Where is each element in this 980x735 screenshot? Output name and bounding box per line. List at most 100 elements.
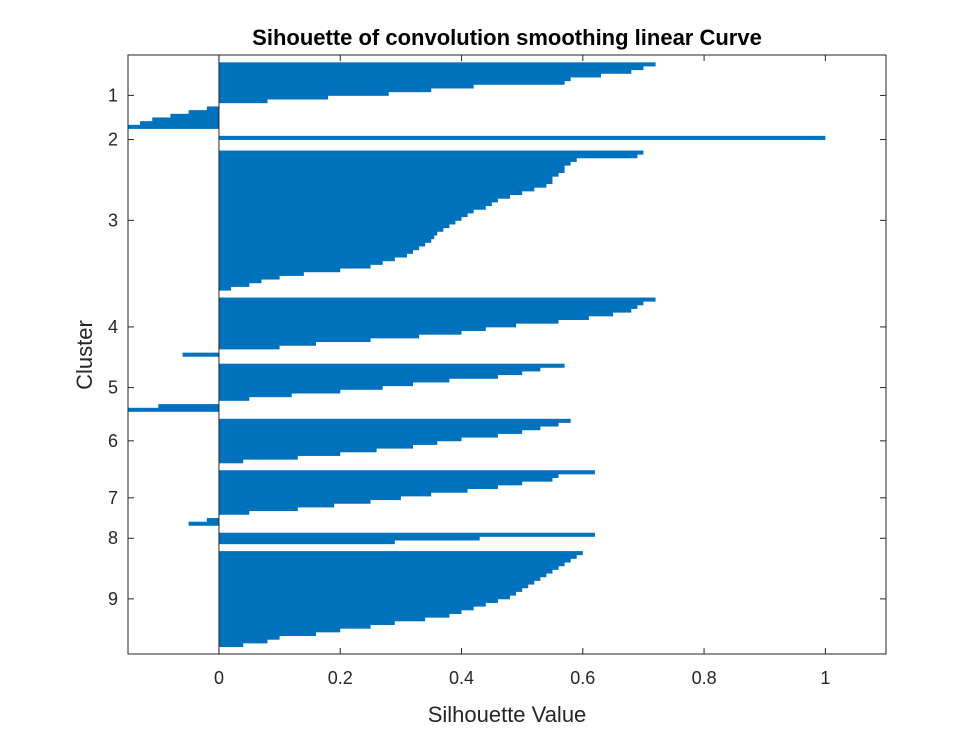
- silhouette-bar-c1-4: [218, 73, 601, 78]
- silhouette-bar-c7-7: [218, 492, 432, 497]
- y-axis: 1 2 3 4 5 6 7 8 9: [108, 85, 886, 609]
- silhouette-bar-c9-15: [218, 602, 486, 607]
- silhouette-bar-c3-11: [218, 187, 535, 192]
- silhouette-bar-c9-7: [218, 573, 547, 578]
- silhouette-bar-c4-10: [218, 330, 462, 335]
- silhouette-bar-c1-15: [170, 113, 219, 118]
- silhouette-bar-c3-25: [218, 238, 432, 243]
- silhouette-bar-c1-18: [128, 124, 219, 129]
- silhouette-bar-c5-5: [218, 378, 450, 383]
- silhouette-bar-c3-34: [218, 271, 304, 276]
- silhouette-bar-c9-25: [218, 639, 268, 644]
- silhouette-bar-c9-23: [218, 631, 316, 637]
- silhouette-bar-c2-1: [218, 135, 826, 140]
- silhouette-bar-c4-5: [218, 312, 614, 317]
- silhouette-bar-c7-2: [218, 473, 559, 478]
- silhouette-bar-c6-6: [218, 437, 462, 442]
- silhouette-bar-c3-4: [218, 161, 571, 166]
- silhouette-bar-c7-5: [218, 484, 498, 490]
- silhouette-bar-c4-13: [218, 341, 316, 346]
- silhouette-bar-c6-5: [218, 433, 498, 438]
- silhouette-bar-c5-10: [218, 396, 250, 401]
- silhouette-bar-c3-8: [218, 176, 553, 181]
- silhouette-bar-c6-9: [218, 448, 377, 453]
- silhouette-bar-c9-18: [218, 613, 450, 618]
- silhouette-bar-c1-9: [218, 91, 389, 96]
- silhouette-bar-c9-17: [218, 609, 462, 614]
- silhouette-bar-c3-16: [218, 205, 486, 210]
- silhouette-bar-c1-11: [218, 99, 268, 104]
- y-tick-label: 1: [108, 85, 118, 105]
- silhouette-bar-c9-9: [218, 580, 535, 585]
- silhouette-bar-c1-13: [206, 106, 219, 111]
- silhouette-bar-c6-11: [218, 455, 298, 460]
- plot-frame: [127, 54, 887, 655]
- silhouette-bar-c3-6: [218, 168, 565, 173]
- silhouette-bar-c9-2: [218, 554, 577, 559]
- silhouette-bar-c9-16: [218, 606, 474, 611]
- silhouette-bar-c5-12: [158, 404, 219, 409]
- silhouette-bar-c3-26: [218, 242, 426, 247]
- silhouette-bar-c9-20: [218, 620, 395, 625]
- silhouette-bar-c3-9: [218, 179, 553, 185]
- silhouette-bar-c3-7: [218, 172, 559, 177]
- silhouette-bar-c4-8: [218, 323, 517, 328]
- silhouette-bar-c1-5: [218, 77, 571, 82]
- silhouette-bar-c5-8: [218, 389, 341, 394]
- x-tick-label: 0.6: [570, 668, 595, 688]
- silhouette-bar-c7-4: [218, 481, 523, 486]
- chart-title: Sihouette of convolution smoothing linea…: [252, 25, 762, 50]
- silhouette-bar-c3-3: [218, 157, 577, 162]
- silhouette-bar-c3-32: [218, 264, 371, 269]
- silhouette-bar-c3-21: [218, 224, 450, 229]
- silhouette-bar-c5-7: [218, 385, 383, 390]
- silhouette-bar-c4-14: [218, 345, 280, 350]
- silhouette-bar-c3-30: [218, 257, 395, 262]
- silhouette-bar-c3-13: [218, 194, 511, 199]
- silhouette-bar-c4-6: [218, 315, 589, 320]
- silhouette-bar-c5-3: [218, 371, 523, 376]
- silhouette-bar-c7-14: [206, 518, 219, 523]
- silhouette-bar-c7-12: [218, 510, 250, 515]
- y-tick-label: 6: [108, 431, 118, 451]
- silhouette-bar-c3-22: [218, 227, 444, 232]
- y-axis-title: Cluster: [72, 320, 97, 390]
- x-tick-label: 0.4: [449, 668, 474, 688]
- silhouette-bar-c5-1: [218, 363, 565, 368]
- silhouette-bar-c1-16: [152, 117, 219, 122]
- silhouette-bar-c9-3: [218, 558, 571, 563]
- silhouette-bar-c3-2: [218, 154, 638, 159]
- silhouette-bar-c6-10: [218, 451, 341, 456]
- silhouette-bar-c1-14: [188, 110, 219, 115]
- silhouette-bar-c9-24: [218, 635, 280, 640]
- x-tick-label: 0.2: [328, 668, 353, 688]
- x-axis: 0 0.2 0.4 0.6 0.8 1: [214, 55, 830, 688]
- silhouette-bar-c3-31: [218, 260, 383, 265]
- silhouette-bar-c3-23: [218, 231, 438, 236]
- silhouette-bar-c3-12: [218, 190, 523, 196]
- silhouette-bar-c9-6: [218, 569, 553, 574]
- x-tick-label: 0.8: [692, 668, 717, 688]
- silhouette-bar-c4-1: [218, 297, 656, 302]
- silhouette-bar-c3-18: [218, 213, 468, 218]
- silhouette-bar-c1-3: [218, 69, 632, 74]
- silhouette-bar-c4-3: [218, 304, 638, 309]
- silhouette-bar-c7-11: [218, 507, 298, 512]
- x-axis-title: Silhouette Value: [428, 702, 587, 727]
- silhouette-bars: [128, 62, 826, 648]
- silhouette-bar-c4-16: [182, 352, 219, 357]
- y-tick-label: 3: [108, 210, 118, 230]
- silhouette-bar-c3-29: [218, 253, 407, 258]
- silhouette-bar-c1-8: [218, 88, 432, 93]
- silhouette-bar-c7-15: [188, 521, 219, 526]
- silhouette-bar-c6-7: [218, 440, 438, 445]
- silhouette-bar-c4-4: [218, 308, 632, 313]
- silhouette-bar-c7-6: [218, 488, 468, 493]
- silhouette-bar-c3-1: [218, 150, 644, 155]
- silhouette-bar-c9-13: [218, 595, 511, 600]
- silhouette-bar-c9-26: [218, 642, 244, 648]
- silhouette-bar-c3-14: [218, 198, 498, 203]
- silhouette-bar-c9-1: [218, 551, 583, 556]
- silhouette-bar-c3-19: [218, 216, 462, 221]
